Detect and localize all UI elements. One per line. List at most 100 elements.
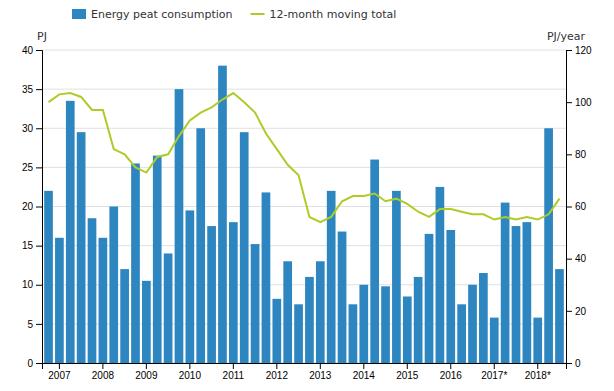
tick-mark <box>189 363 190 369</box>
bar <box>66 101 75 363</box>
tick-mark <box>36 246 42 247</box>
tick-mark <box>566 207 572 208</box>
tick-label: 2015 <box>396 370 419 381</box>
legend-item: 12-month moving total <box>251 8 397 21</box>
tick-mark <box>276 363 277 369</box>
tick-label: 2013 <box>309 370 332 381</box>
bar <box>436 187 445 363</box>
bar <box>131 163 140 363</box>
tick: 2018* <box>525 363 551 381</box>
bar <box>207 226 216 363</box>
grid-line <box>42 50 566 51</box>
tick: 2009 <box>135 363 158 381</box>
tick-label: 40 <box>575 253 587 264</box>
tick-label: 2011 <box>223 370 245 381</box>
tick: 2015 <box>396 363 419 381</box>
bar <box>370 160 379 363</box>
grid-line <box>42 206 566 207</box>
bar <box>490 318 499 363</box>
tick-label: 2016 <box>440 370 463 381</box>
bar <box>44 191 53 363</box>
bar <box>381 286 390 363</box>
tick: 25 <box>22 162 42 173</box>
tick-label: 2017* <box>481 370 507 381</box>
tick: 2008 <box>92 363 115 381</box>
legend-label: 12-month moving total <box>270 8 397 21</box>
tick-mark <box>320 363 321 369</box>
y2-axis-title: PJ/year <box>547 30 586 43</box>
tick: 5 <box>27 319 42 330</box>
bar <box>218 66 227 363</box>
tick-label: 30 <box>22 123 34 134</box>
bar <box>109 207 118 364</box>
tick-mark <box>102 363 103 369</box>
bar <box>544 128 553 363</box>
chart: 2007200820092010201120122013201420152016… <box>0 0 614 391</box>
bar <box>316 261 325 363</box>
tick-mark <box>36 285 42 286</box>
legend-label: Energy peat consumption <box>91 8 233 21</box>
bar <box>186 210 195 363</box>
grid-line <box>42 167 566 168</box>
tick-mark <box>233 363 234 369</box>
tick-mark <box>36 89 42 90</box>
tick-label: 80 <box>575 149 587 160</box>
bar <box>294 304 303 363</box>
bar <box>229 222 238 363</box>
tick-mark <box>566 311 572 312</box>
bar <box>283 261 292 363</box>
tick-label: 35 <box>22 84 34 95</box>
legend: Energy peat consumption 12-month moving t… <box>72 8 396 21</box>
bar <box>479 273 488 363</box>
tick-mark <box>36 207 42 208</box>
tick-label: 2007 <box>48 370 71 381</box>
tick-mark <box>363 363 364 369</box>
bar <box>359 285 368 363</box>
tick-label: 100 <box>575 97 592 108</box>
tick: 2013 <box>309 363 332 381</box>
tick-mark <box>566 154 572 155</box>
tick-mark <box>566 259 572 260</box>
tick-label: 2012 <box>266 370 289 381</box>
tick-mark <box>494 363 495 369</box>
grid-line <box>42 128 566 129</box>
bar <box>88 218 97 363</box>
tick-mark <box>36 363 42 364</box>
bar <box>305 277 314 363</box>
tick-label: 15 <box>22 240 34 251</box>
tick-label: 2018* <box>525 370 551 381</box>
tick-label: 5 <box>27 319 33 330</box>
tick-label: 20 <box>22 201 34 212</box>
tick: 15 <box>22 240 42 251</box>
tick: 100 <box>566 97 592 108</box>
legend-swatch <box>251 13 265 15</box>
tick-label: 25 <box>22 162 34 173</box>
tick: 40 <box>566 253 587 264</box>
bar <box>153 156 162 363</box>
bar <box>349 304 358 363</box>
axis-domain <box>567 51 573 364</box>
tick-label: 10 <box>22 279 34 290</box>
bar <box>414 277 423 363</box>
tick: 2011 <box>223 363 245 381</box>
tick: 0 <box>27 358 42 369</box>
legend-item: Energy peat consumption <box>72 8 233 21</box>
y-axis-title: PJ <box>37 30 47 43</box>
tick: 2007 <box>48 363 71 381</box>
tick: 20 <box>566 306 587 317</box>
tick: 120 <box>566 45 592 56</box>
y-axis: 0 5 10 15 20 25 30 35 40 <box>22 45 43 369</box>
tick-mark <box>566 363 572 364</box>
tick: 2017* <box>481 363 507 381</box>
bar-series <box>44 66 564 363</box>
tick: 40 <box>22 45 42 56</box>
plot: 2007200820092010201120122013201420152016… <box>22 30 592 381</box>
bar <box>251 244 260 363</box>
tick-mark <box>450 363 451 369</box>
bar <box>262 192 271 363</box>
tick-mark <box>59 363 60 369</box>
tick: 2014 <box>353 363 376 381</box>
bar <box>523 222 532 363</box>
bar <box>55 238 64 363</box>
grid-line <box>42 89 566 90</box>
